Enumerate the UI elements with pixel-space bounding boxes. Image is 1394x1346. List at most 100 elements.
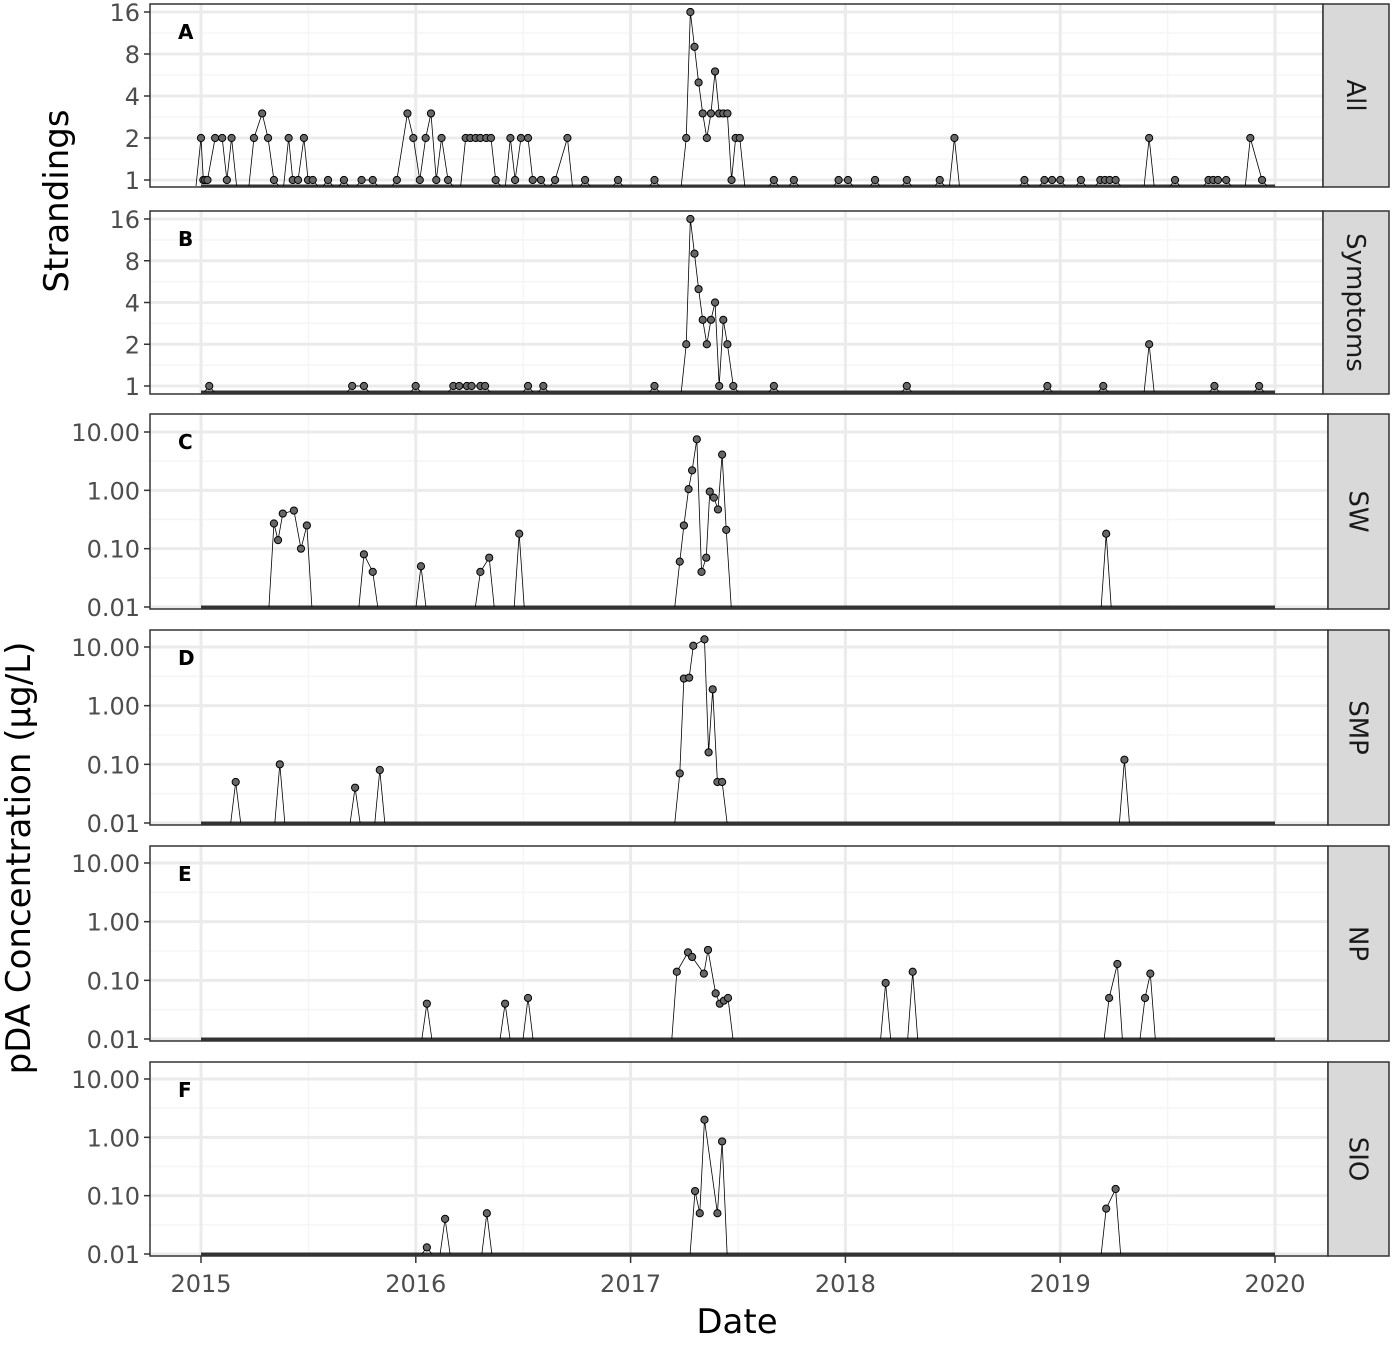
y-tick-label: 0.10 <box>87 751 140 779</box>
data-point <box>699 969 708 978</box>
x-tick-label: 2016 <box>385 1270 446 1298</box>
data-point <box>506 133 515 143</box>
data-point <box>523 133 533 143</box>
data-point <box>881 978 890 988</box>
y-tick-label: 0.01 <box>87 1026 140 1054</box>
data-point <box>421 133 430 143</box>
data-point <box>284 133 293 143</box>
data-point <box>718 450 727 459</box>
data-point <box>902 381 911 391</box>
data-point <box>908 967 917 976</box>
y-tick-label: 16 <box>109 206 140 234</box>
data-point <box>536 175 546 185</box>
y-tick-label: 0.01 <box>87 594 140 622</box>
data-point <box>702 133 711 143</box>
facet-strip-label: SW <box>1343 490 1373 532</box>
data-point <box>1043 381 1052 391</box>
data-point <box>516 133 526 143</box>
data-point <box>368 567 377 576</box>
data-point <box>500 999 510 1008</box>
facet-strip <box>1327 1061 1390 1257</box>
panel-D: 0.01 0.10 1.00 10.00 D SMP <box>71 629 1390 838</box>
data-point <box>769 381 778 391</box>
data-point <box>1099 381 1108 391</box>
panel-letter: E <box>178 862 192 886</box>
data-point <box>231 777 240 787</box>
data-point <box>486 133 496 143</box>
data-point <box>722 525 731 534</box>
data-point <box>293 175 303 185</box>
panels-layer: 1 2 4 8 16 A All 1 2 4 8 16 B Symptoms 0.01 0.10 1.00 10.… <box>71 0 1390 1269</box>
y-tick-label: 1.00 <box>87 909 140 937</box>
y-tick-label: 8 <box>125 41 140 69</box>
data-point <box>697 567 706 576</box>
data-point <box>273 536 283 545</box>
y-tick-label: 2 <box>125 125 140 153</box>
data-point <box>713 1209 722 1218</box>
data-point <box>702 340 711 349</box>
x-axis-title: Date <box>696 1302 777 1342</box>
data-point <box>409 133 418 143</box>
data-point <box>323 175 333 185</box>
data-point <box>422 1243 431 1252</box>
data-point <box>686 214 695 224</box>
data-point <box>482 1209 491 1218</box>
data-point <box>196 133 206 143</box>
data-point <box>258 109 267 118</box>
data-point <box>443 175 453 185</box>
panel-background <box>150 1062 1328 1256</box>
data-point <box>679 521 688 530</box>
data-point <box>1047 175 1057 185</box>
data-point <box>706 315 716 324</box>
data-point <box>415 175 424 185</box>
data-point <box>467 381 476 391</box>
data-point <box>710 298 720 307</box>
data-point <box>689 641 698 650</box>
data-point <box>1020 175 1029 185</box>
data-point <box>690 1186 700 1196</box>
data-point <box>437 133 446 143</box>
data-point <box>416 562 426 571</box>
panel-letter: B <box>178 227 193 251</box>
panel-background <box>150 414 1328 609</box>
data-point <box>375 765 384 775</box>
data-point <box>843 175 853 185</box>
y-tick-label: 1 <box>125 373 140 401</box>
data-point <box>1105 993 1114 1003</box>
data-point <box>426 109 436 118</box>
y-tick-label: 4 <box>125 290 140 318</box>
data-point <box>729 381 738 391</box>
data-point <box>650 381 659 391</box>
x-tick-label: 2019 <box>1030 1270 1091 1298</box>
data-point <box>682 340 691 349</box>
y-tick-label: 4 <box>125 83 140 111</box>
y-tick-label: 0.01 <box>87 1241 140 1269</box>
panel-A: 1 2 4 8 16 A All <box>109 0 1390 195</box>
x-tick-label: 2015 <box>170 1270 231 1298</box>
data-point <box>719 315 728 324</box>
data-point <box>491 175 500 185</box>
y-tick-label: 2 <box>125 331 140 359</box>
data-point <box>308 175 317 185</box>
data-point <box>392 175 401 185</box>
panel-B: 1 2 4 8 16 B Symptoms <box>109 206 1390 401</box>
data-point <box>950 133 959 143</box>
data-point <box>359 550 369 559</box>
y-tick-label: 10.00 <box>71 634 140 662</box>
data-point <box>690 42 699 51</box>
data-point <box>718 1137 727 1146</box>
facet-strip-label: SMP <box>1343 700 1373 755</box>
data-point <box>704 748 713 757</box>
data-point <box>1140 993 1150 1003</box>
y-tick-label: 16 <box>109 0 140 27</box>
data-point <box>718 777 727 787</box>
panel-F: 0.01 0.10 1.00 10.00 F SIO <box>71 1061 1390 1269</box>
data-point <box>685 673 694 682</box>
data-point <box>710 67 720 76</box>
data-point <box>834 175 843 185</box>
data-point <box>263 133 273 143</box>
data-point <box>723 993 733 1003</box>
data-point <box>422 999 431 1008</box>
data-point <box>480 381 490 391</box>
panel-letter: C <box>178 430 193 454</box>
